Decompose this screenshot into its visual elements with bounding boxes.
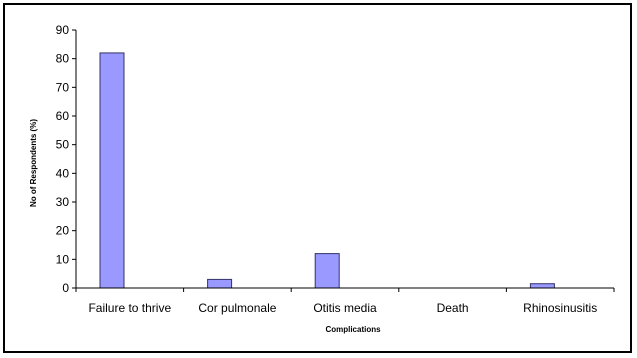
y-tick-label: 80 xyxy=(56,52,70,66)
y-axis-title: No of Respondents (%) xyxy=(29,119,38,207)
y-tick-label: 0 xyxy=(62,281,69,295)
x-tick-label: Death xyxy=(437,301,469,315)
x-axis-title: Complications xyxy=(325,325,381,334)
bar xyxy=(529,283,555,289)
y-tick-label: 10 xyxy=(56,252,70,266)
x-tick-label: Failure to thrive xyxy=(88,301,171,315)
y-tick-label: 70 xyxy=(56,80,70,94)
x-axis-ticks: Failure to thrive Cor pulmonale Otitis med… xyxy=(75,288,615,315)
bar xyxy=(99,52,125,289)
x-tick-label: Otitis media xyxy=(313,301,377,315)
y-tick-label: 60 xyxy=(56,109,70,123)
y-tick-label: 20 xyxy=(56,224,70,238)
y-tick-label: 40 xyxy=(56,166,70,180)
y-tick-label: 30 xyxy=(56,195,70,209)
bar xyxy=(207,278,233,289)
y-tick-label: 50 xyxy=(56,138,70,152)
x-tick-label: Cor pulmonale xyxy=(198,301,276,315)
bar xyxy=(314,253,340,289)
bars xyxy=(99,52,555,289)
x-tick-label: Rhinosinusitis xyxy=(523,301,597,315)
y-tick-label: 90 xyxy=(56,23,70,37)
y-axis-ticks: 0 10 20 30 40 50 60 70 80 90 xyxy=(56,23,76,295)
